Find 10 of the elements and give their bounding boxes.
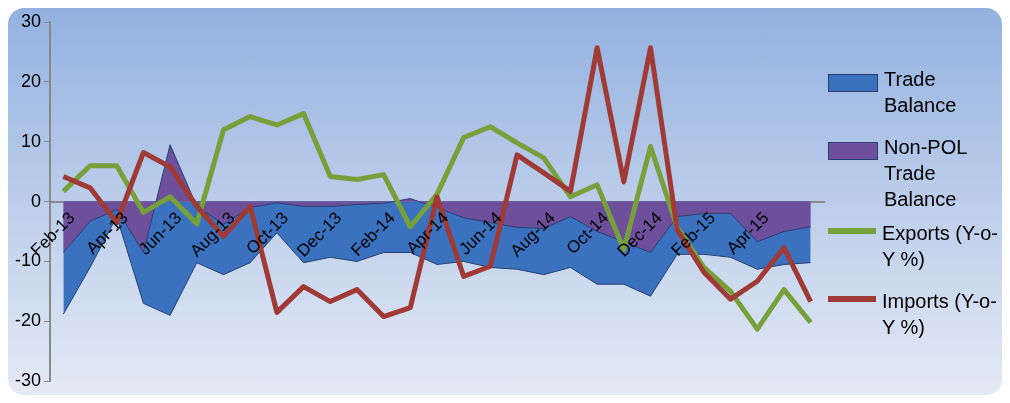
- y-tick-label: 10: [20, 130, 42, 151]
- y-tick-label: 30: [20, 10, 42, 31]
- y-tick-label: 0: [31, 190, 42, 211]
- legend-label: Exports (Y-o-Y %): [882, 220, 998, 272]
- legend-label: Imports (Y-o-Y %): [882, 288, 998, 340]
- y-tick-label: 20: [20, 70, 42, 91]
- legend-label: Non-POL Trade Balance: [884, 134, 968, 212]
- y-tick-label: -20: [15, 310, 42, 331]
- y-tick-label: -30: [15, 370, 42, 391]
- legend-label: Trade Balance: [884, 66, 958, 118]
